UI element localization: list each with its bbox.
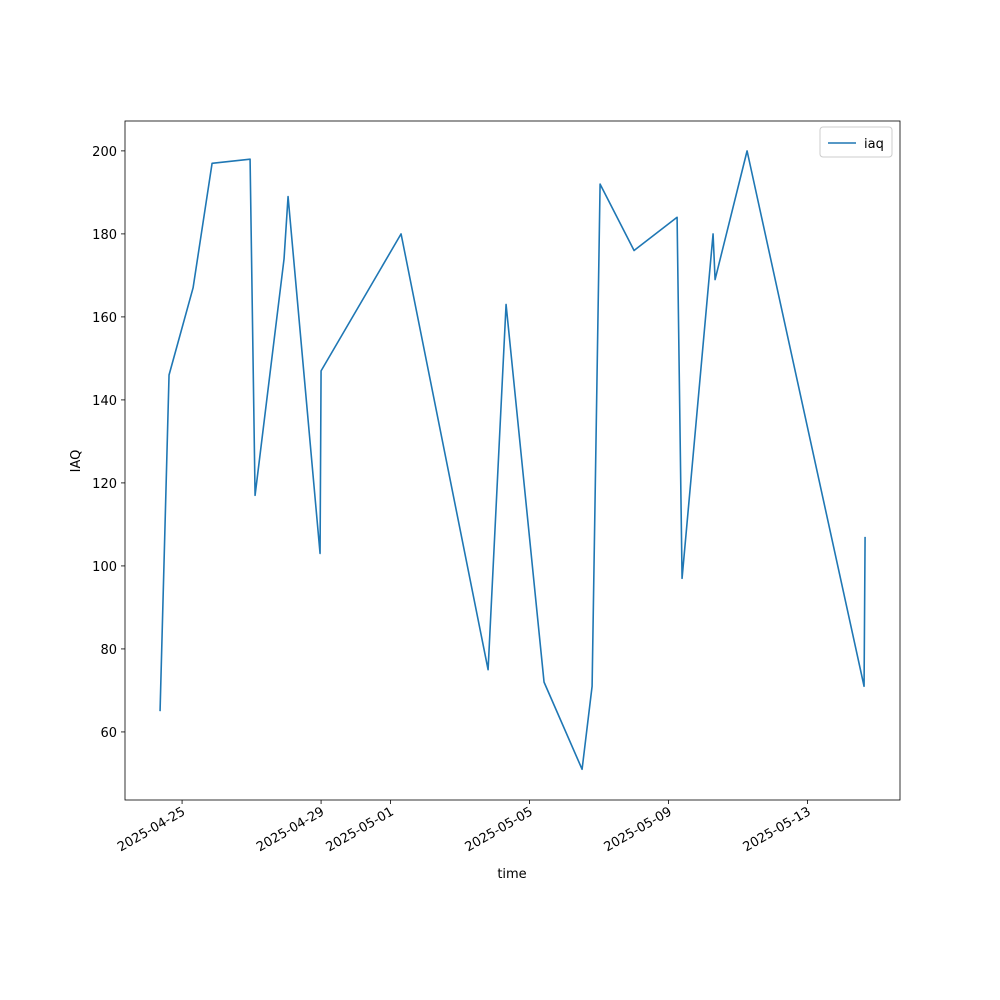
x-axis-label: time <box>497 867 526 882</box>
y-tick-label: 140 <box>92 394 117 409</box>
data-line <box>159 150 866 771</box>
plot-frame <box>124 120 901 801</box>
legend-label: iaq <box>864 137 884 152</box>
x-tick-label: 2025-05-13 <box>741 804 814 855</box>
x-tick-label: 2025-05-09 <box>602 804 675 855</box>
x-tick-label: 2025-04-25 <box>115 804 188 855</box>
x-tick-label: 2025-05-05 <box>463 804 536 855</box>
x-tick-label: 2025-05-01 <box>324 804 397 855</box>
y-tick-label: 100 <box>92 560 117 575</box>
y-tick-label: 60 <box>100 726 117 741</box>
y-tick-label: 120 <box>92 477 117 492</box>
y-axis-label: IAQ <box>69 450 84 473</box>
y-tick-label: 180 <box>92 228 117 243</box>
x-tick-label: 2025-04-29 <box>254 804 327 855</box>
y-tick-label: 160 <box>92 311 117 326</box>
y-tick-label: 80 <box>100 643 117 658</box>
legend-box <box>819 126 893 158</box>
y-tick-label: 200 <box>92 145 117 160</box>
